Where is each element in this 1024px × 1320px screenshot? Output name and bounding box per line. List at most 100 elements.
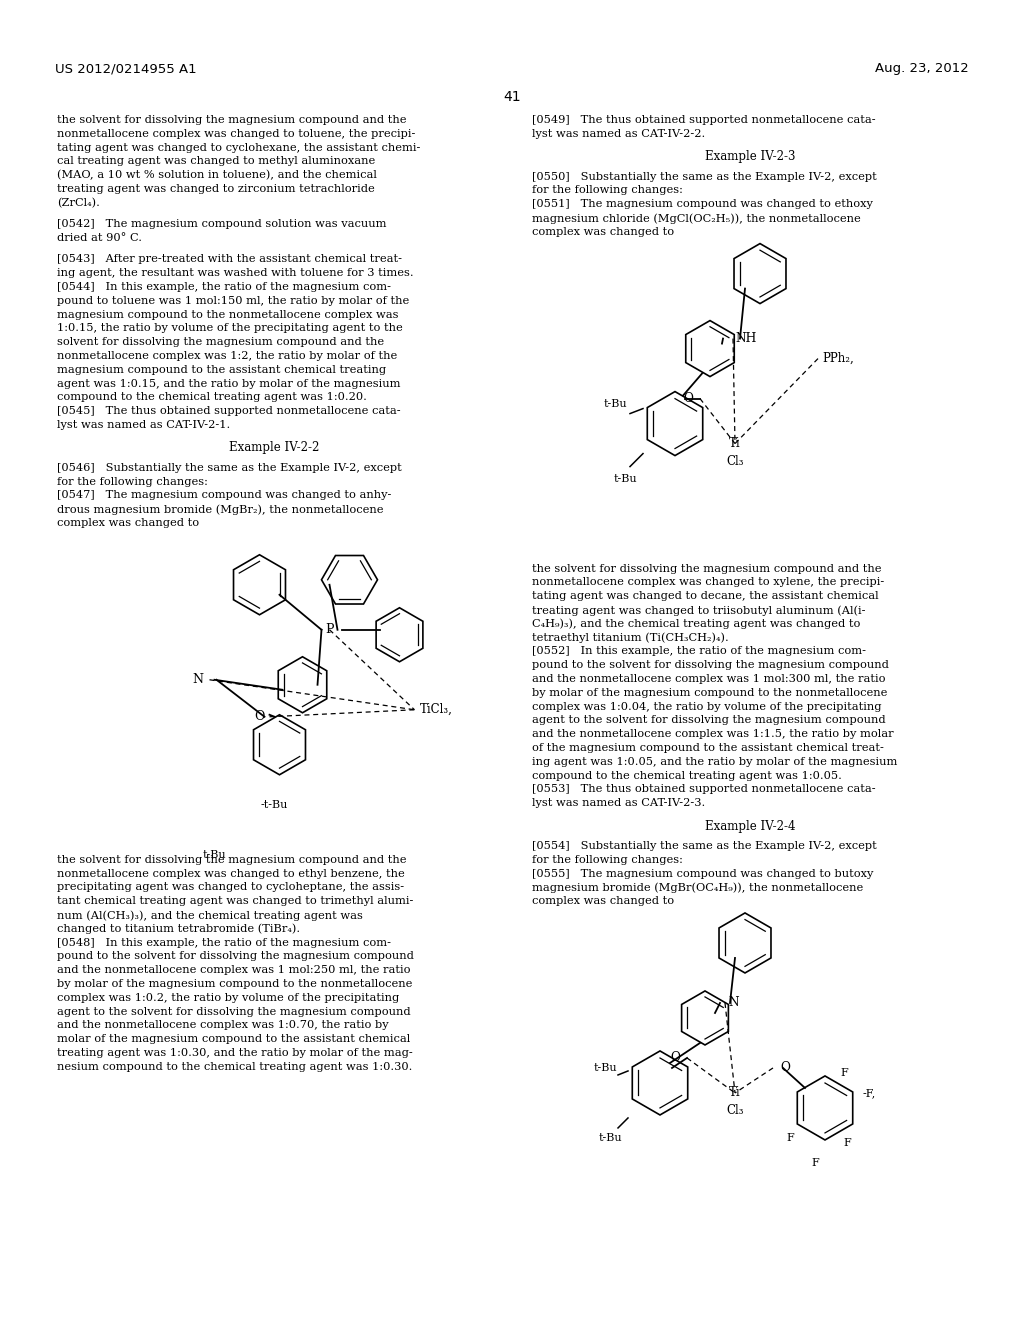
Text: t-Bu: t-Bu [598,1133,622,1143]
Text: agent to the solvent for dissolving the magnesium compound: agent to the solvent for dissolving the … [532,715,886,726]
Text: tating agent was changed to cyclohexane, the assistant chemi-: tating agent was changed to cyclohexane,… [57,143,421,153]
Text: -t-Bu: -t-Bu [261,800,288,809]
Text: (ZrCl₄).: (ZrCl₄). [57,198,100,209]
Text: [0555]   The magnesium compound was changed to butoxy: [0555] The magnesium compound was change… [532,869,873,879]
Text: N: N [728,997,738,1010]
Text: O: O [780,1061,790,1074]
Text: nonmetallocene complex was changed to xylene, the precipi-: nonmetallocene complex was changed to xy… [532,577,885,587]
Text: Ti: Ti [729,437,740,450]
Text: Example IV-2-3: Example IV-2-3 [705,150,796,164]
Text: [0544]   In this example, the ratio of the magnesium com-: [0544] In this example, the ratio of the… [57,282,391,292]
Text: lyst was named as CAT-IV-2-2.: lyst was named as CAT-IV-2-2. [532,129,706,139]
Text: (MAO, a 10 wt % solution in toluene), and the chemical: (MAO, a 10 wt % solution in toluene), an… [57,170,377,181]
Text: -F,: -F, [863,1088,877,1098]
Text: Cl₃: Cl₃ [726,1105,743,1118]
Text: treating agent was 1:0.30, and the ratio by molar of the mag-: treating agent was 1:0.30, and the ratio… [57,1048,413,1057]
Text: F: F [786,1133,794,1143]
Text: NH: NH [735,333,757,345]
Text: [0545]   The thus obtained supported nonmetallocene cata-: [0545] The thus obtained supported nonme… [57,407,400,416]
Text: [0552]   In this example, the ratio of the magnesium com-: [0552] In this example, the ratio of the… [532,647,866,656]
Text: nesium compound to the chemical treating agent was 1:0.30.: nesium compound to the chemical treating… [57,1061,413,1072]
Text: magnesium compound to the nonmetallocene complex was: magnesium compound to the nonmetallocene… [57,310,398,319]
Text: [0546]   Substantially the same as the Example IV-2, except: [0546] Substantially the same as the Exa… [57,463,401,473]
Text: and the nonmetallocene complex was 1:0.70, the ratio by: and the nonmetallocene complex was 1:0.7… [57,1020,389,1031]
Text: t-Bu: t-Bu [203,850,226,859]
Text: lyst was named as CAT-IV-2-1.: lyst was named as CAT-IV-2-1. [57,420,230,430]
Text: O: O [254,710,264,723]
Text: nonmetallocene complex was changed to toluene, the precipi-: nonmetallocene complex was changed to to… [57,129,416,139]
Text: the solvent for dissolving the magnesium compound and the: the solvent for dissolving the magnesium… [532,564,882,574]
Text: US 2012/0214955 A1: US 2012/0214955 A1 [55,62,197,75]
Text: treating agent was changed to zirconium tetrachloride: treating agent was changed to zirconium … [57,183,375,194]
Text: the solvent for dissolving the magnesium compound and the: the solvent for dissolving the magnesium… [57,115,407,125]
Text: tant chemical treating agent was changed to trimethyl alumi-: tant chemical treating agent was changed… [57,896,414,906]
Text: 1:0.15, the ratio by volume of the precipitating agent to the: 1:0.15, the ratio by volume of the preci… [57,323,402,334]
Text: of the magnesium compound to the assistant chemical treat-: of the magnesium compound to the assista… [532,743,884,752]
Text: [0549]   The thus obtained supported nonmetallocene cata-: [0549] The thus obtained supported nonme… [532,115,876,125]
Text: pound to toluene was 1 mol:150 ml, the ratio by molar of the: pound to toluene was 1 mol:150 ml, the r… [57,296,410,306]
Text: drous magnesium bromide (MgBr₂), the nonmetallocene: drous magnesium bromide (MgBr₂), the non… [57,504,384,515]
Text: precipitating agent was changed to cycloheptane, the assis-: precipitating agent was changed to cyclo… [57,882,404,892]
Text: complex was 1:0.2, the ratio by volume of the precipitating: complex was 1:0.2, the ratio by volume o… [57,993,399,1003]
Text: Cl₃: Cl₃ [726,455,743,469]
Text: and the nonmetallocene complex was 1 mol:300 ml, the ratio: and the nonmetallocene complex was 1 mol… [532,675,886,684]
Text: pound to the solvent for dissolving the magnesium compound: pound to the solvent for dissolving the … [57,952,414,961]
Text: ing agent, the resultant was washed with toluene for 3 times.: ing agent, the resultant was washed with… [57,268,414,279]
Text: num (Al(CH₃)₃), and the chemical treating agent was: num (Al(CH₃)₃), and the chemical treatin… [57,909,362,920]
Text: 41: 41 [503,90,521,104]
Text: by molar of the magnesium compound to the nonmetallocene: by molar of the magnesium compound to th… [532,688,888,698]
Text: complex was changed to: complex was changed to [532,227,674,236]
Text: for the following changes:: for the following changes: [532,185,683,195]
Text: t-Bu: t-Bu [603,399,627,409]
Text: [0550]   Substantially the same as the Example IV-2, except: [0550] Substantially the same as the Exa… [532,172,877,182]
Text: treating agent was changed to triisobutyl aluminum (Al(i-: treating agent was changed to triisobuty… [532,605,865,615]
Text: nonmetallocene complex was changed to ethyl benzene, the: nonmetallocene complex was changed to et… [57,869,404,879]
Text: changed to titanium tetrabromide (TiBr₄).: changed to titanium tetrabromide (TiBr₄)… [57,924,300,935]
Text: Example IV-2-2: Example IV-2-2 [229,441,319,454]
Text: C₄H₉)₃), and the chemical treating agent was changed to: C₄H₉)₃), and the chemical treating agent… [532,619,860,630]
Text: cal treating agent was changed to methyl aluminoxane: cal treating agent was changed to methyl… [57,156,375,166]
Text: [0551]   The magnesium compound was changed to ethoxy: [0551] The magnesium compound was change… [532,199,872,209]
Text: magnesium bromide (MgBr(OC₄H₉)), the nonmetallocene: magnesium bromide (MgBr(OC₄H₉)), the non… [532,882,863,892]
Text: [0548]   In this example, the ratio of the magnesium com-: [0548] In this example, the ratio of the… [57,937,391,948]
Text: complex was changed to: complex was changed to [57,517,199,528]
Text: Example IV-2-4: Example IV-2-4 [705,820,796,833]
Text: [0543]   After pre-treated with the assistant chemical treat-: [0543] After pre-treated with the assist… [57,255,402,264]
Text: pound to the solvent for dissolving the magnesium compound: pound to the solvent for dissolving the … [532,660,889,671]
Text: and the nonmetallocene complex was 1 mol:250 ml, the ratio: and the nonmetallocene complex was 1 mol… [57,965,411,975]
Text: O: O [670,1052,680,1064]
Text: lyst was named as CAT-IV-2-3.: lyst was named as CAT-IV-2-3. [532,799,706,808]
Text: the solvent for dissolving the magnesium compound and the: the solvent for dissolving the magnesium… [57,855,407,865]
Text: molar of the magnesium compound to the assistant chemical: molar of the magnesium compound to the a… [57,1034,411,1044]
Text: F: F [811,1158,819,1168]
Text: [0547]   The magnesium compound was changed to anhy-: [0547] The magnesium compound was change… [57,490,391,500]
Text: magnesium compound to the assistant chemical treating: magnesium compound to the assistant chem… [57,364,386,375]
Text: complex was 1:0.04, the ratio by volume of the precipitating: complex was 1:0.04, the ratio by volume … [532,701,882,711]
Text: t-Bu: t-Bu [593,1063,616,1073]
Text: agent was 1:0.15, and the ratio by molar of the magnesium: agent was 1:0.15, and the ratio by molar… [57,379,400,388]
Text: PPh₂,: PPh₂, [822,352,854,366]
Text: for the following changes:: for the following changes: [532,855,683,865]
Text: and the nonmetallocene complex was 1:1.5, the ratio by molar: and the nonmetallocene complex was 1:1.5… [532,729,894,739]
Text: magnesium chloride (MgCl(OC₂H₅)), the nonmetallocene: magnesium chloride (MgCl(OC₂H₅)), the no… [532,213,861,223]
Text: nonmetallocene complex was 1:2, the ratio by molar of the: nonmetallocene complex was 1:2, the rati… [57,351,397,360]
Text: for the following changes:: for the following changes: [57,477,208,487]
Text: solvent for dissolving the magnesium compound and the: solvent for dissolving the magnesium com… [57,337,384,347]
Text: by molar of the magnesium compound to the nonmetallocene: by molar of the magnesium compound to th… [57,979,413,989]
Text: TiCl₃,: TiCl₃, [420,704,453,717]
Text: compound to the chemical treating agent was 1:0.05.: compound to the chemical treating agent … [532,771,842,780]
Text: Aug. 23, 2012: Aug. 23, 2012 [876,62,969,75]
Text: compound to the chemical treating agent was 1:0.20.: compound to the chemical treating agent … [57,392,367,403]
Text: [0553]   The thus obtained supported nonmetallocene cata-: [0553] The thus obtained supported nonme… [532,784,876,795]
Text: F: F [843,1138,851,1148]
Text: complex was changed to: complex was changed to [532,896,674,906]
Text: Ti: Ti [729,1086,740,1100]
Text: t-Bu: t-Bu [613,474,637,483]
Text: tating agent was changed to decane, the assistant chemical: tating agent was changed to decane, the … [532,591,879,601]
Text: [0542]   The magnesium compound solution was vacuum: [0542] The magnesium compound solution w… [57,219,386,230]
Text: F: F [840,1068,848,1078]
Text: P: P [326,623,334,636]
Text: dried at 90° C.: dried at 90° C. [57,234,142,243]
Text: [0554]   Substantially the same as the Example IV-2, except: [0554] Substantially the same as the Exa… [532,841,877,851]
Text: agent to the solvent for dissolving the magnesium compound: agent to the solvent for dissolving the … [57,1007,411,1016]
